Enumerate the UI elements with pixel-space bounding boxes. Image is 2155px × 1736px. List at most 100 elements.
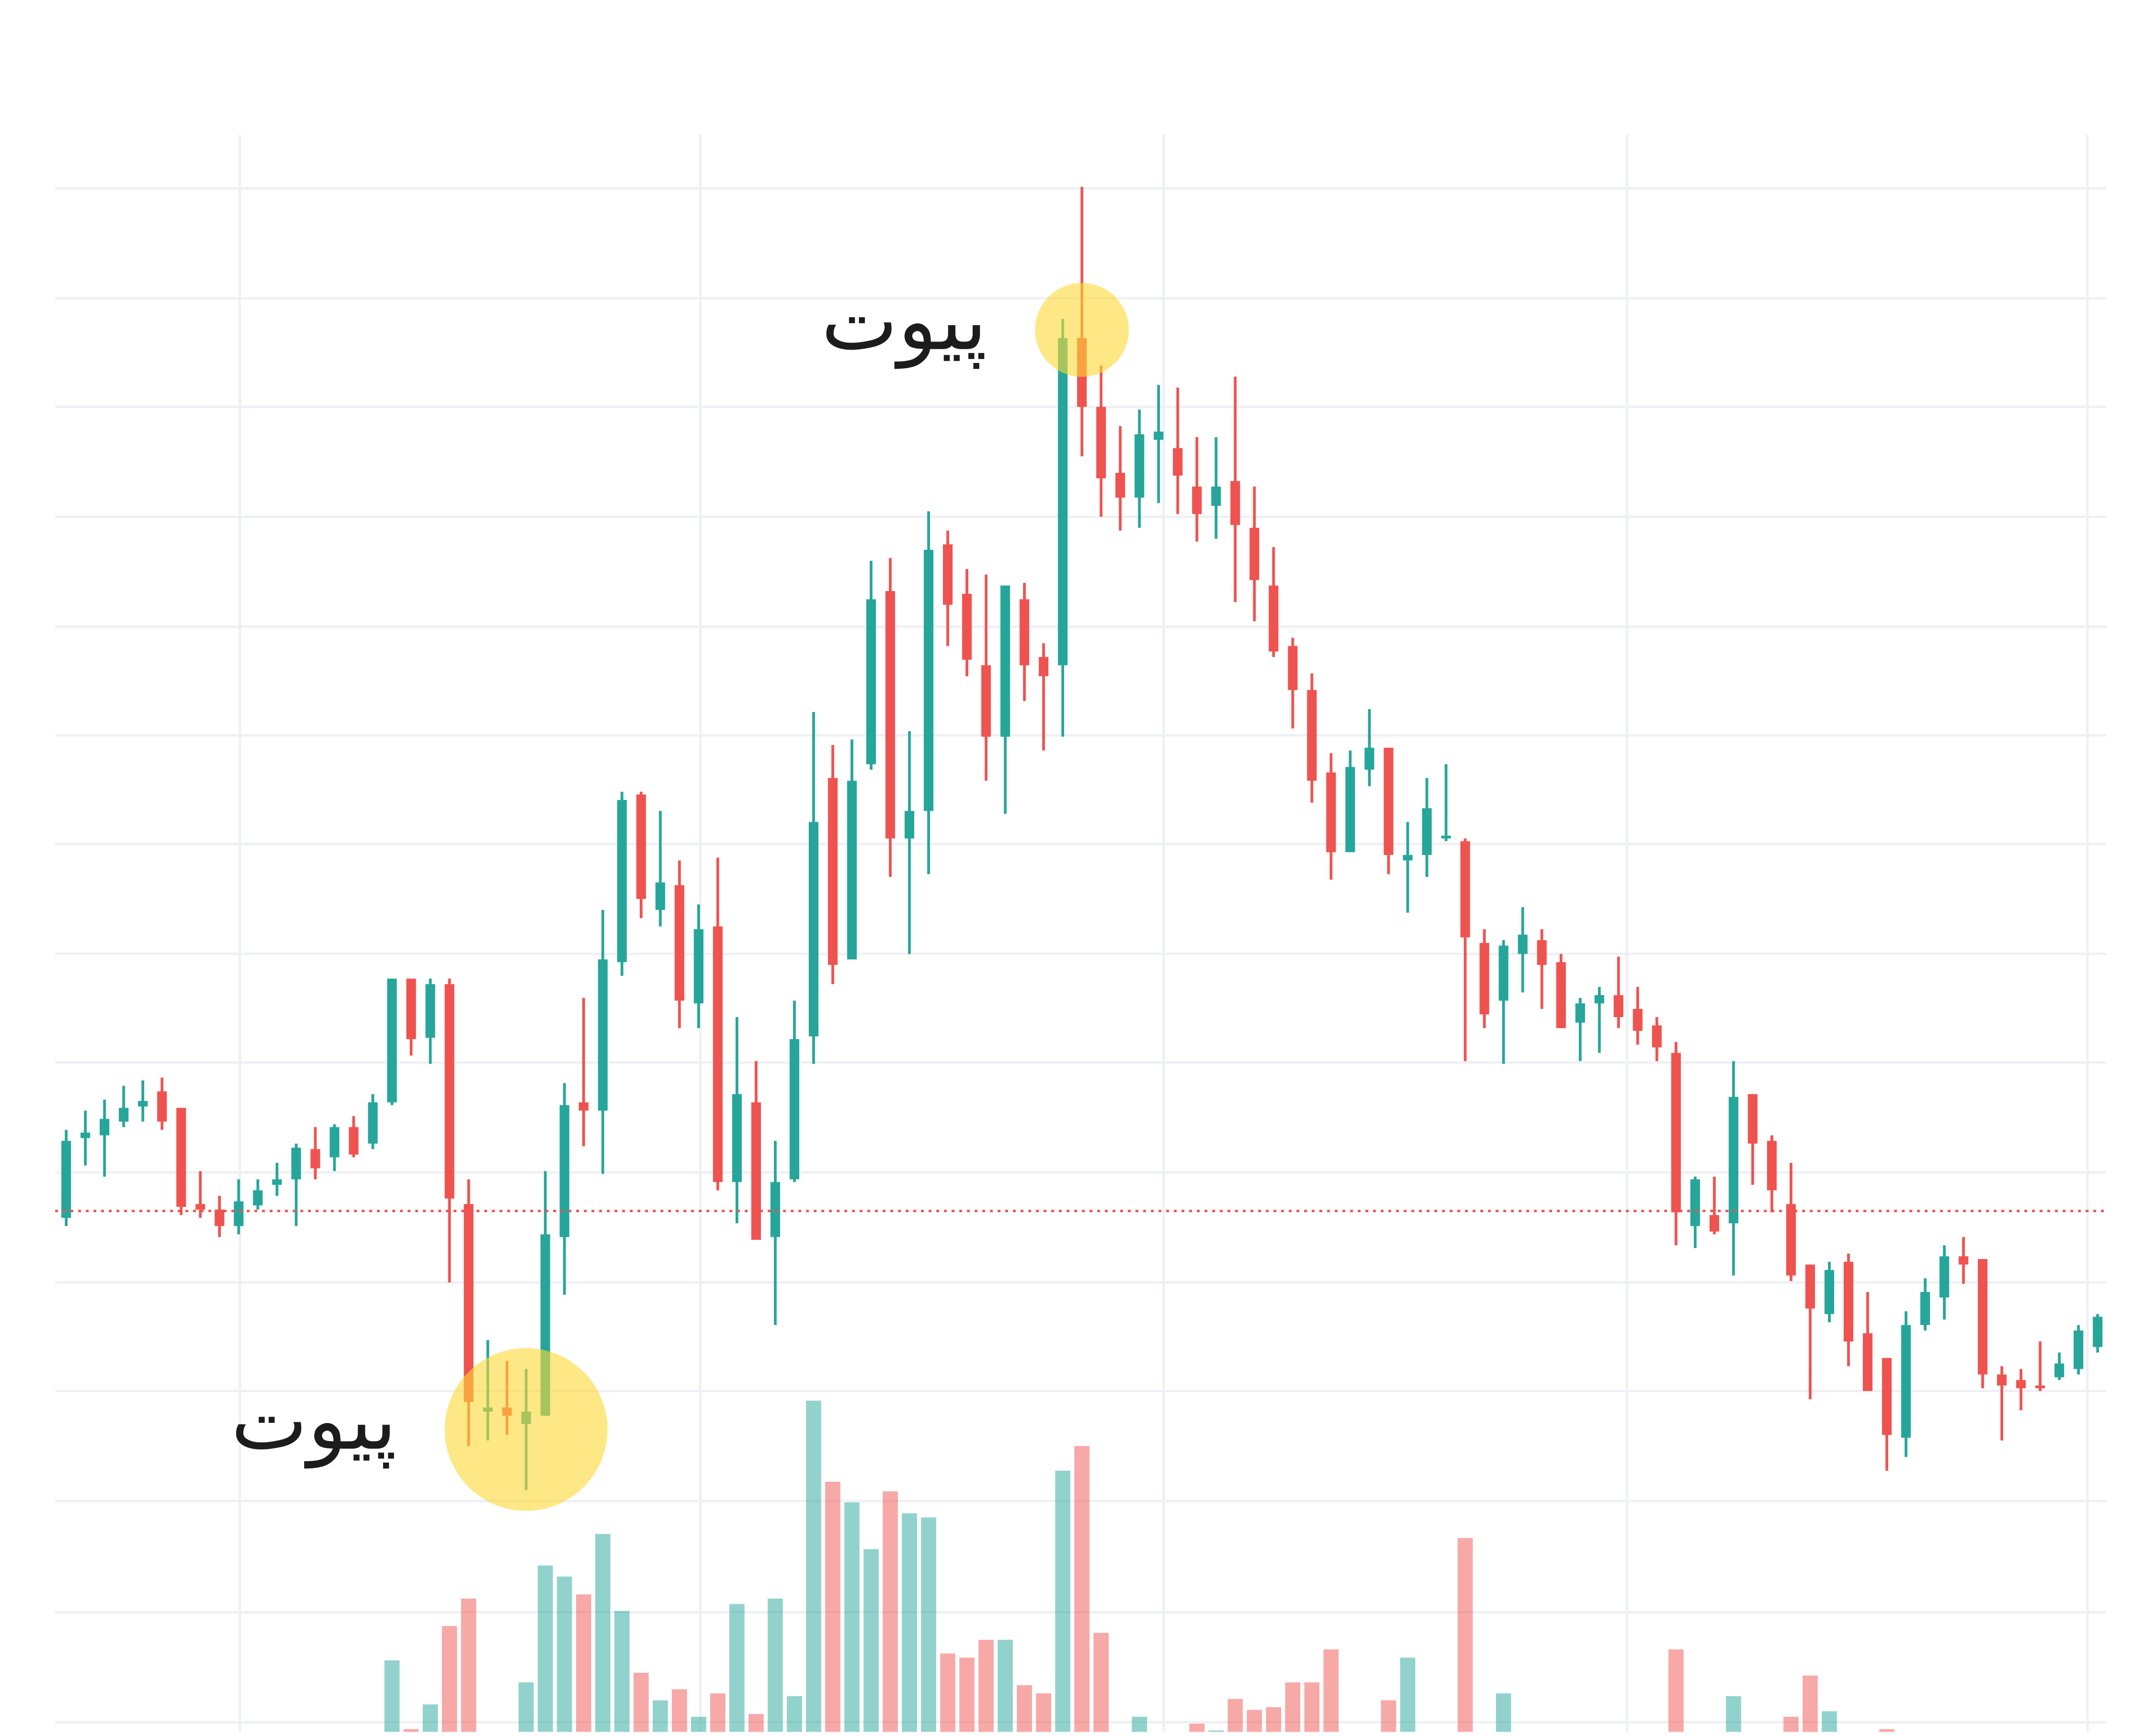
- candle-body: [2093, 1316, 2103, 1347]
- candle-body: [2035, 1385, 2045, 1388]
- volume-bar: [921, 1517, 936, 1732]
- candle-body: [1805, 1264, 1815, 1309]
- candle-body: [176, 1108, 186, 1207]
- candle-body: [1403, 855, 1413, 861]
- volume-bar: [1803, 1675, 1818, 1732]
- volume-bar: [1055, 1471, 1071, 1732]
- candle-body: [80, 1133, 91, 1138]
- candle-body: [1690, 1179, 1700, 1226]
- pivot-highlight: [1035, 283, 1129, 377]
- candle-body: [464, 1204, 474, 1402]
- candle-body: [138, 1101, 148, 1107]
- volume-bar: [442, 1626, 457, 1732]
- candle-body: [617, 800, 627, 963]
- candle-body: [119, 1108, 129, 1122]
- candle-body: [1518, 934, 1528, 954]
- candle-body: [655, 882, 665, 910]
- volume-bar: [1822, 1711, 1837, 1732]
- candle-body: [1709, 1215, 1719, 1232]
- volume-bar: [768, 1598, 783, 1732]
- candle-body: [770, 1182, 780, 1237]
- volume-bar: [1285, 1682, 1301, 1732]
- volume-bar: [1400, 1657, 1416, 1732]
- candle-body: [1633, 1009, 1643, 1031]
- volume-bar: [825, 1482, 840, 1732]
- candle-body: [1575, 1003, 1585, 1023]
- pivot-label: پیوت: [821, 274, 987, 369]
- volume-bar: [461, 1598, 476, 1732]
- candle-body: [1000, 585, 1010, 737]
- volume-bar: [729, 1604, 745, 1732]
- volume-bar: [1783, 1716, 1799, 1732]
- volume-bar: [1381, 1700, 1396, 1732]
- candle-body: [157, 1091, 167, 1122]
- candle-body: [732, 1094, 742, 1182]
- volume-bar: [537, 1566, 553, 1732]
- candle-body: [61, 1141, 71, 1218]
- volume-bar: [998, 1640, 1013, 1732]
- volume-bar: [1227, 1699, 1243, 1732]
- candle-body: [1997, 1374, 2007, 1386]
- candle-body: [272, 1179, 282, 1185]
- candle-body: [1134, 434, 1145, 498]
- candle-body: [1786, 1204, 1796, 1276]
- pivot-highlight: [444, 1348, 608, 1511]
- candle-body: [425, 984, 435, 1038]
- candle-body: [789, 1039, 800, 1180]
- candle-body: [885, 591, 896, 839]
- candle-body: [1767, 1141, 1777, 1191]
- volume-bar: [1132, 1716, 1147, 1732]
- candles: [55, 187, 2107, 1490]
- candle-body: [1498, 945, 1508, 1001]
- volume-bar: [422, 1704, 438, 1732]
- candle-body: [1058, 338, 1068, 666]
- candle-body: [387, 978, 397, 1102]
- candle-body: [1020, 599, 1030, 666]
- candle-body: [1556, 962, 1566, 1028]
- candle-body: [234, 1201, 244, 1226]
- candle-body: [1384, 748, 1394, 855]
- candle-body: [866, 599, 876, 764]
- volume-bar: [883, 1491, 898, 1732]
- candle-body: [1940, 1256, 1950, 1298]
- candle-body: [1211, 487, 1221, 506]
- volume-bar: [1208, 1730, 1224, 1732]
- candle-body: [828, 778, 838, 965]
- candle-body: [1613, 995, 1623, 1017]
- volume-bar: [403, 1729, 419, 1732]
- volume-bar: [633, 1672, 649, 1732]
- candle-body: [195, 1204, 205, 1210]
- candle-body: [693, 929, 703, 1004]
- candle-body: [406, 978, 416, 1039]
- candle-body: [1192, 487, 1202, 514]
- candle-body: [1269, 585, 1279, 652]
- volume-bar: [1879, 1729, 1894, 1732]
- volume-bar: [710, 1693, 726, 1732]
- candle-body: [215, 1209, 225, 1226]
- volume-bar: [1189, 1724, 1205, 1732]
- candle-body: [674, 885, 684, 1001]
- pivot-label: پیوت: [231, 1373, 397, 1469]
- volume-bar: [1036, 1693, 1052, 1732]
- candle-body: [1862, 1333, 1873, 1391]
- candle-body: [1249, 528, 1259, 580]
- volume-bar: [959, 1657, 975, 1732]
- volume-bar: [384, 1660, 400, 1732]
- candle-body: [2074, 1330, 2084, 1369]
- volume-bar: [671, 1689, 687, 1732]
- volume-bar: [902, 1513, 917, 1732]
- candle-body: [1441, 836, 1451, 839]
- volume-bar: [1266, 1707, 1282, 1732]
- volume-bar: [1323, 1649, 1339, 1732]
- candle-body: [1364, 748, 1374, 770]
- candle-body: [847, 781, 857, 960]
- candle-body: [578, 1102, 589, 1111]
- candle-body: [1460, 841, 1470, 938]
- candle-body: [1479, 942, 1489, 1015]
- candle-body: [291, 1147, 301, 1180]
- candle-body: [1096, 407, 1106, 478]
- candle-body: [2054, 1363, 2064, 1377]
- candle-body: [1345, 767, 1355, 852]
- candle-body: [981, 665, 991, 737]
- candle-body: [1959, 1256, 1969, 1265]
